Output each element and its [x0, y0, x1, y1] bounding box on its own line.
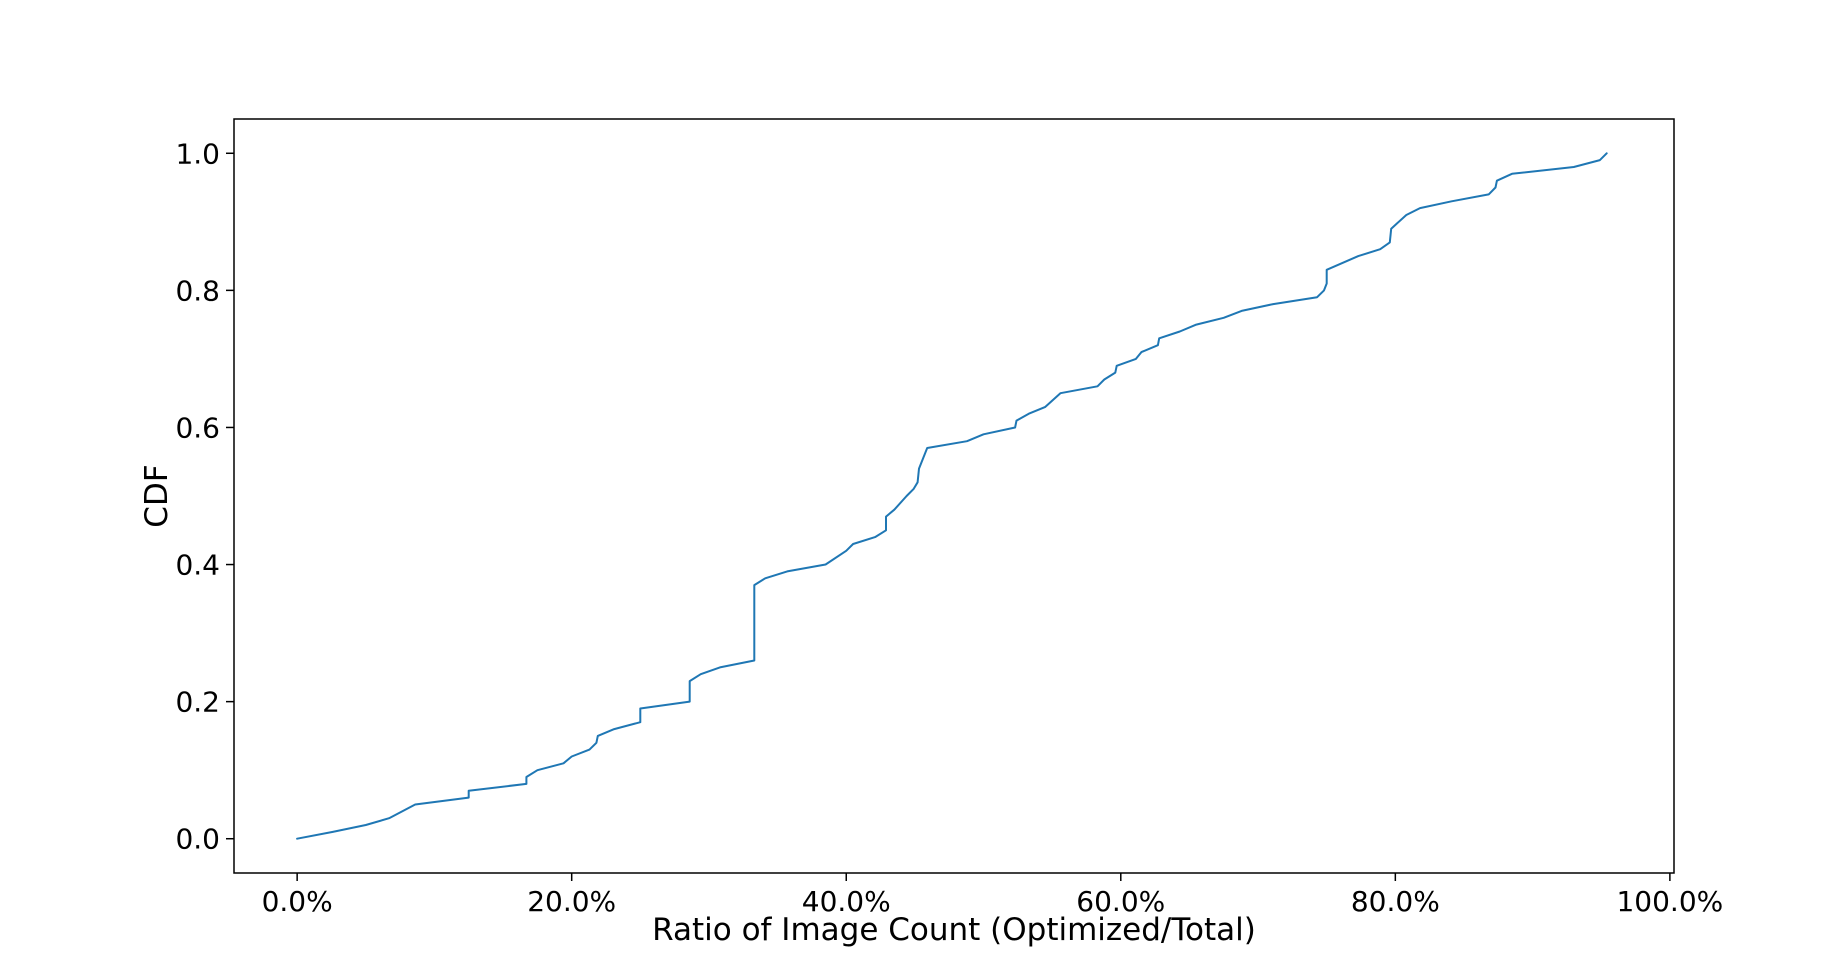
y-axis-ticks: 0.0 0.2 0.4 0.6 0.8 1.0	[175, 137, 234, 856]
cdf-series-line	[296, 152, 1608, 840]
series-group	[296, 152, 1608, 840]
x-axis-ticks: 0.0% 20.0% 40.0% 60.0% 80.0% 100.0%	[262, 873, 1723, 918]
y-tick-label: 0.0	[175, 823, 220, 856]
x-axis-label: Ratio of Image Count (Optimized/Total)	[652, 912, 1256, 948]
x-tick-label: 0.0%	[262, 885, 333, 918]
y-tick-label: 0.2	[175, 686, 220, 719]
y-tick-label: 1.0	[175, 137, 220, 170]
x-tick-label: 20.0%	[527, 885, 616, 918]
x-tick-label: 100.0%	[1616, 885, 1723, 918]
x-tick-label: 80.0%	[1351, 885, 1440, 918]
y-tick-label: 0.6	[175, 411, 220, 444]
y-tick-label: 0.4	[175, 549, 220, 582]
x-tick-label: 40.0%	[802, 885, 891, 918]
plot-area	[233, 118, 1675, 874]
y-axis-label: CDF	[139, 464, 175, 527]
y-tick-label: 0.8	[175, 274, 220, 307]
x-tick-label: 60.0%	[1076, 885, 1165, 918]
